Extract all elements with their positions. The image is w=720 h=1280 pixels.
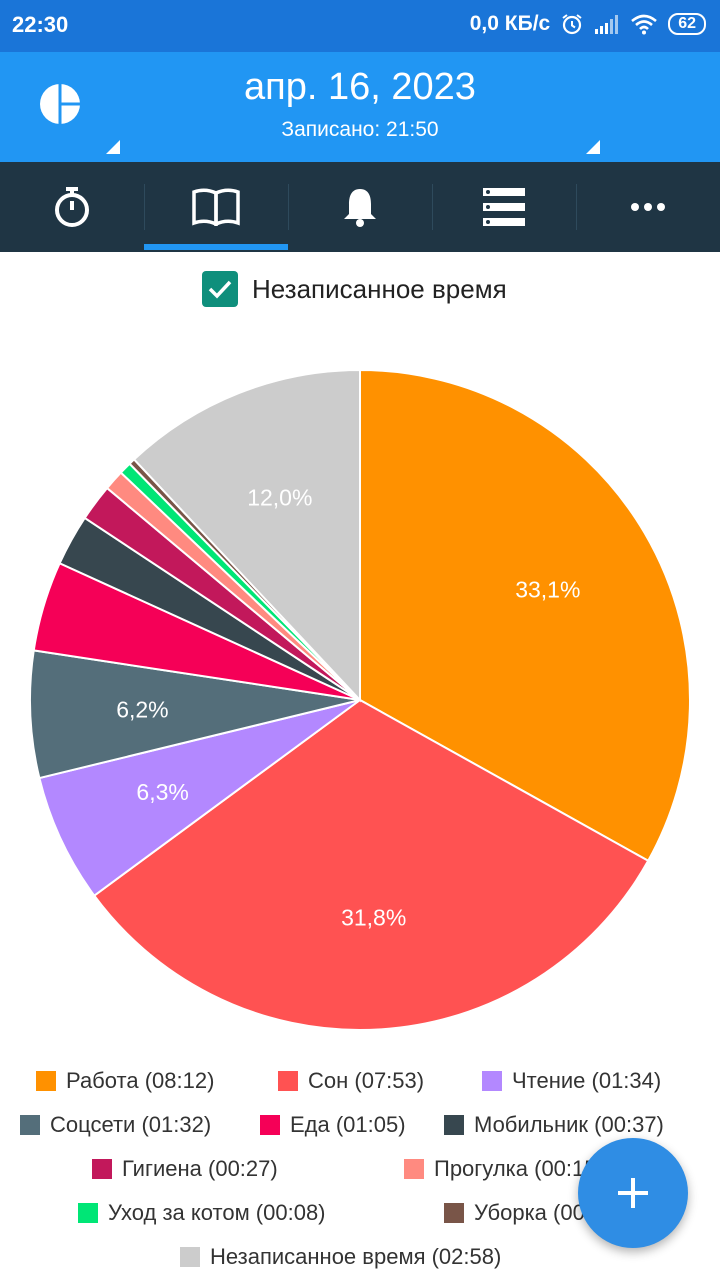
legend-swatch <box>260 1115 280 1135</box>
unrecorded-label: Незаписанное время <box>252 273 507 304</box>
plus-icon <box>618 1178 648 1208</box>
tab-stopwatch[interactable] <box>0 162 144 252</box>
legend-item-work: Работа (08:12) <box>36 1068 214 1094</box>
pie-slice-0 <box>359 368 691 863</box>
legend-swatch <box>444 1115 464 1135</box>
add-entry-button[interactable] <box>578 1138 688 1248</box>
date-dropdown-indicator-right[interactable] <box>586 140 600 154</box>
pie-slice-10 <box>132 368 361 703</box>
tab-list[interactable] <box>432 162 576 252</box>
unrecorded-time-toggle[interactable]: Незаписанное время <box>202 270 507 308</box>
date-title[interactable]: апр. 16, 2023 <box>244 66 476 108</box>
wifi-icon <box>631 14 658 35</box>
legend-swatch <box>20 1115 40 1135</box>
pie-slice-label-3: 6,2% <box>116 697 168 723</box>
status-bar: 22:30 0,0 КБ/с 62 <box>0 0 720 52</box>
app-bar: апр. 16, 2023 Записано: 21:50 <box>0 52 720 162</box>
tab-bar <box>0 162 720 252</box>
legend-swatch <box>278 1071 298 1091</box>
pie-slice-label-2: 6,3% <box>136 779 188 805</box>
status-right: 0,0 КБ/с 62 <box>470 12 706 36</box>
legend-swatch <box>404 1159 424 1179</box>
pie-slice-1 <box>92 698 650 1031</box>
pie-slice-label-0: 33,1% <box>515 577 580 603</box>
legend-swatch <box>444 1203 464 1223</box>
list-icon <box>483 188 525 226</box>
legend-item-sleep: Сон (07:53) <box>278 1068 424 1094</box>
bell-icon <box>344 189 376 227</box>
legend-item-hygiene: Гигиена (00:27) <box>92 1156 278 1182</box>
unrecorded-checkbox[interactable] <box>202 271 238 307</box>
legend-item-walk: Прогулка (00:15) <box>404 1156 604 1182</box>
active-tab-indicator <box>144 244 288 250</box>
tab-reminders[interactable] <box>288 162 432 252</box>
tab-journal[interactable] <box>144 162 288 252</box>
pie-slice-label-1: 31,8% <box>341 904 406 930</box>
status-time: 22:30 <box>12 12 69 37</box>
pie-slice-label-10: 12,0% <box>247 484 312 510</box>
signal-icon <box>595 15 619 34</box>
more-icon <box>631 203 665 211</box>
pie-slice-3 <box>29 649 361 780</box>
check-icon <box>208 280 232 299</box>
battery-icon: 62 <box>668 13 706 35</box>
date-dropdown-indicator[interactable] <box>106 140 120 154</box>
legend-item-phone: Мобильник (00:37) <box>444 1112 664 1138</box>
book-icon <box>192 188 240 226</box>
legend-item-reading: Чтение (01:34) <box>482 1068 661 1094</box>
stopwatch-icon <box>55 187 89 227</box>
legend-swatch <box>482 1071 502 1091</box>
alarm-icon <box>562 14 582 35</box>
network-speed: 0,0 КБ/с <box>469 12 551 35</box>
legend-swatch <box>92 1159 112 1179</box>
legend-swatch <box>180 1247 200 1267</box>
pie-logo-icon[interactable] <box>38 82 82 126</box>
legend-item-unrecorded: Незаписанное время (02:58) <box>180 1244 501 1270</box>
tab-more[interactable] <box>576 162 720 252</box>
legend-item-cat: Уход за котом (00:08) <box>78 1200 326 1226</box>
pie-slice-2 <box>38 699 361 898</box>
pie-chart: 33,1% 31,8% 6,3% 6,2% 12,0% <box>29 368 691 1031</box>
legend-swatch <box>78 1203 98 1223</box>
legend-item-food: Еда (01:05) <box>260 1112 406 1138</box>
recorded-time: Записано: 21:50 <box>281 118 439 141</box>
legend-swatch <box>36 1071 56 1091</box>
legend-item-social: Соцсети (01:32) <box>20 1112 211 1138</box>
